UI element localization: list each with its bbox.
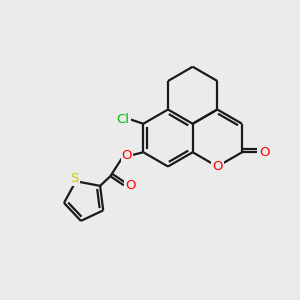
Text: S: S bbox=[70, 172, 79, 185]
Text: O: O bbox=[212, 160, 223, 173]
Text: O: O bbox=[259, 146, 270, 159]
Text: Cl: Cl bbox=[117, 113, 130, 126]
Text: O: O bbox=[122, 149, 132, 162]
Text: O: O bbox=[125, 179, 136, 192]
